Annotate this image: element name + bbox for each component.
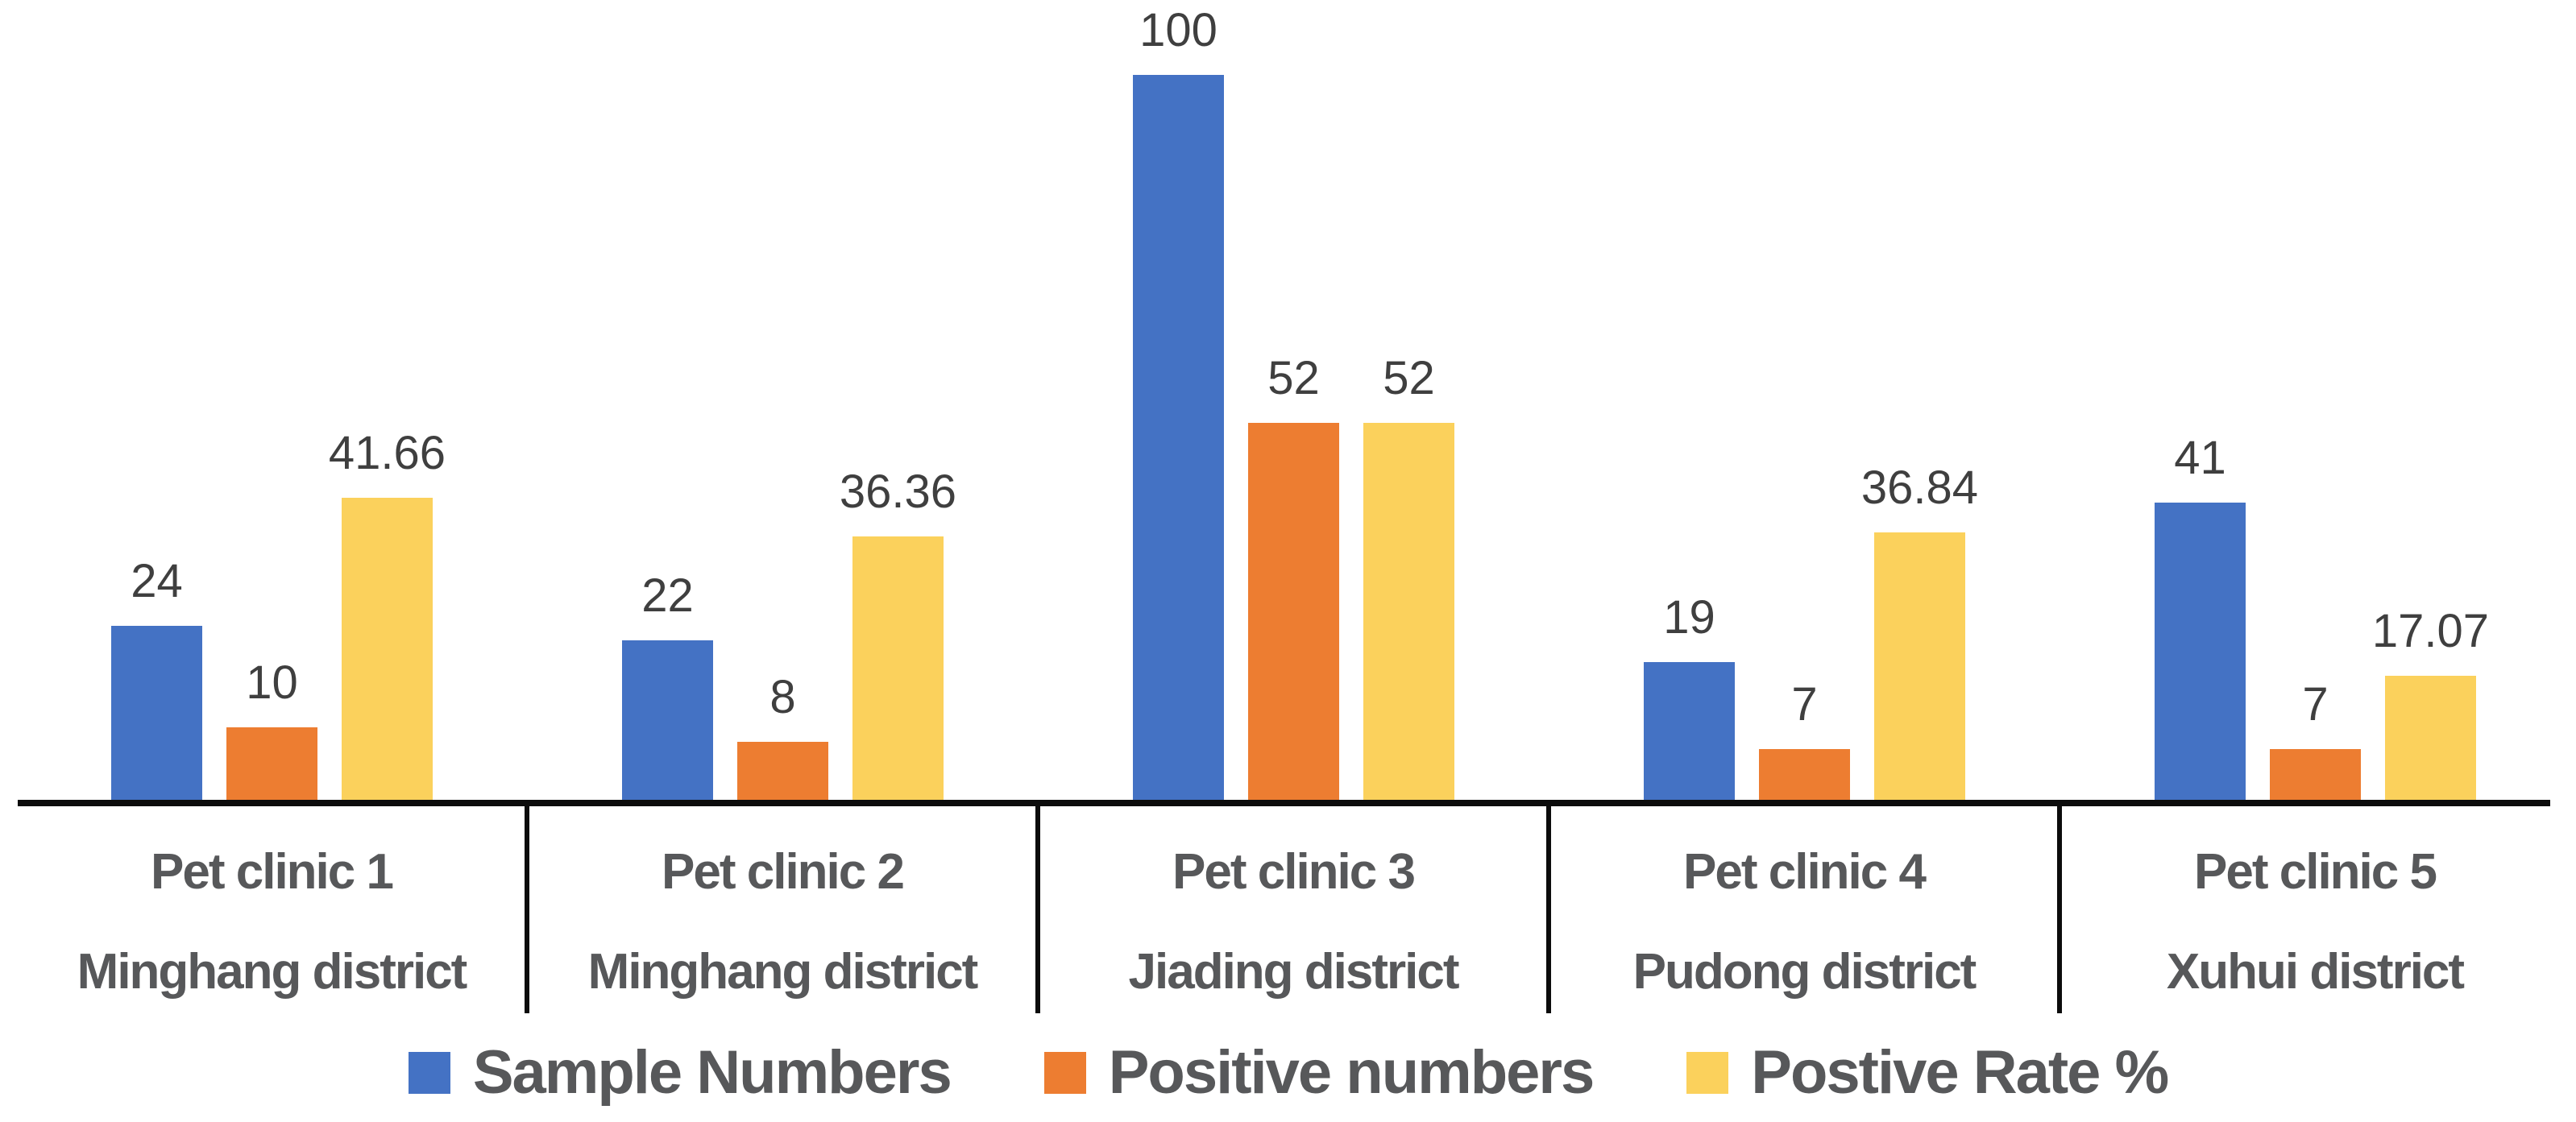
value-label: 41.66: [328, 427, 446, 479]
bar-postive-rate-pet-clinic-3: [1363, 423, 1454, 800]
bar-positive-numbers-pet-clinic-5: [2270, 749, 2361, 800]
value-label: 41: [2174, 432, 2226, 484]
category-separator-line: [2057, 800, 2062, 1013]
value-label: 100: [1139, 4, 1217, 56]
bar-positive-numbers-pet-clinic-2: [737, 742, 828, 800]
value-label: 17.07: [2371, 605, 2490, 657]
bar-sample-numbers-pet-clinic-2: [622, 640, 713, 800]
legend-label: Postive Rate %: [1751, 1038, 2169, 1107]
value-label: 24: [131, 555, 183, 607]
legend-entry-positive-numbers: Positive numbers: [1043, 1038, 1595, 1107]
category-label-clinic: Pet clinic 1: [151, 844, 394, 900]
category-separator-line: [1546, 800, 1551, 1013]
value-label: 7: [2302, 678, 2329, 731]
category-label-district: Xuhui district: [2166, 944, 2465, 1000]
bar-sample-numbers-pet-clinic-5: [2155, 503, 2246, 800]
category-label-clinic: Pet clinic 3: [1172, 844, 1416, 900]
legend-swatch-positive-numbers: [1043, 1052, 1086, 1094]
value-label: 10: [246, 656, 298, 709]
value-label: 52: [1383, 352, 1435, 404]
legend-label: Sample Numbers: [472, 1038, 952, 1107]
bar-sample-numbers-pet-clinic-3: [1133, 75, 1224, 800]
value-label: 7: [1791, 678, 1818, 731]
legend-entry-postive-rate: Postive Rate %: [1686, 1038, 2169, 1107]
value-label: 8: [769, 671, 796, 723]
bar-positive-numbers-pet-clinic-4: [1759, 749, 1850, 800]
legend-swatch-postive-rate: [1686, 1052, 1729, 1094]
category-label-district: Minghang district: [77, 944, 468, 1000]
x-axis-baseline: [18, 800, 2550, 806]
bar-postive-rate-pet-clinic-1: [342, 498, 433, 800]
category-label-clinic: Pet clinic 4: [1683, 844, 1927, 900]
category-label-district: Minghang district: [587, 944, 979, 1000]
category-separator-line: [525, 800, 529, 1013]
category-separator-line: [1035, 800, 1040, 1013]
category-label-district: Pudong district: [1632, 944, 1977, 1000]
bar-sample-numbers-pet-clinic-4: [1644, 662, 1735, 800]
value-label: 52: [1267, 352, 1320, 404]
value-label: 36.84: [1860, 462, 1979, 514]
bar-sample-numbers-pet-clinic-1: [111, 626, 202, 800]
bar-positive-numbers-pet-clinic-3: [1248, 423, 1339, 800]
legend-swatch-sample-numbers: [408, 1052, 450, 1094]
category-label-district: Jiading district: [1128, 944, 1460, 1000]
value-label: 22: [641, 569, 694, 622]
value-label: 19: [1663, 591, 1715, 644]
bar-positive-numbers-pet-clinic-1: [226, 727, 317, 800]
legend-entry-sample-numbers: Sample Numbers: [408, 1038, 952, 1107]
chart-legend: Sample Numbers Positive numbers Postive Ra…: [0, 1042, 2576, 1103]
bar-postive-rate-pet-clinic-5: [2385, 676, 2476, 800]
category-label-clinic: Pet clinic 5: [2194, 844, 2437, 900]
value-label: 36.36: [839, 466, 957, 518]
bar-postive-rate-pet-clinic-4: [1874, 532, 1965, 800]
legend-label: Positive numbers: [1108, 1038, 1595, 1107]
category-label-clinic: Pet clinic 2: [662, 844, 905, 900]
bar-postive-rate-pet-clinic-2: [852, 536, 944, 800]
